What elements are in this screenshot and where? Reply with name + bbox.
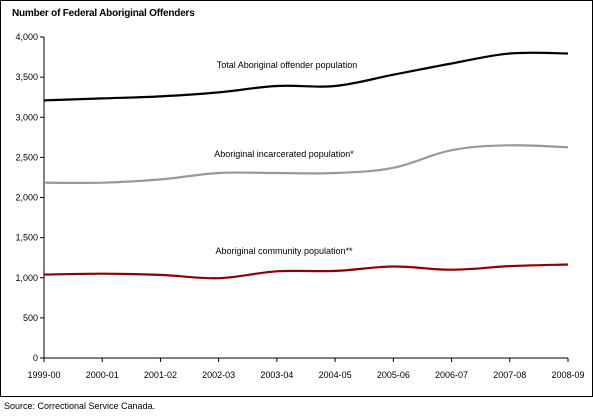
x-tick-label: 2000-01	[86, 370, 119, 380]
y-tick-label: 500	[23, 313, 38, 323]
x-tick-label: 2005-06	[377, 370, 410, 380]
x-tick-label: 2007-08	[493, 370, 526, 380]
chart-frame	[0, 0, 593, 397]
line-chart: 0 500 1,000 1,500 2,000 2,500 3,000 3,500 4,000 1…	[15, 32, 584, 380]
x-tick-label: 1999-00	[27, 370, 60, 380]
y-tick-label: 1,000	[15, 273, 38, 283]
chart-title: Number of Federal Aboriginal Offenders	[12, 8, 195, 19]
y-tick-label: 4,000	[15, 32, 38, 42]
ticks-layer: 0 500 1,000 1,500 2,000 2,500 3,000 3,500 4,000 1…	[15, 32, 584, 380]
x-tick-label: 2003-04	[260, 370, 293, 380]
y-tick-label: 3,000	[15, 112, 38, 122]
x-tick-label: 2002-03	[202, 370, 235, 380]
y-tick-label: 0	[33, 353, 38, 363]
series-line-1	[43, 51, 569, 102]
series-layer	[43, 51, 569, 280]
series-line-3	[43, 263, 569, 280]
series-labels-layer: Total Aboriginal offender population Abor…	[214, 60, 357, 256]
x-tick-label: 2004-05	[319, 370, 352, 380]
x-tick-label: 2006-07	[435, 370, 468, 380]
y-tick-label: 3,500	[15, 72, 38, 82]
series-line-2	[43, 144, 569, 185]
series-label-1: Total Aboriginal offender population	[217, 60, 357, 70]
x-tick-label: 2008-09	[551, 370, 584, 380]
x-tick-label: 2001-02	[144, 370, 177, 380]
source-note: Source: Correctional Service Canada.	[4, 401, 156, 411]
axes-layer	[43, 37, 568, 359]
y-tick-label: 2,500	[15, 152, 38, 162]
series-label-3: Aboriginal community population**	[215, 246, 353, 256]
y-tick-label: 2,000	[15, 193, 38, 203]
y-tick-label: 1,500	[15, 233, 38, 243]
series-label-2: Aboriginal incarcerated population*	[214, 149, 354, 159]
